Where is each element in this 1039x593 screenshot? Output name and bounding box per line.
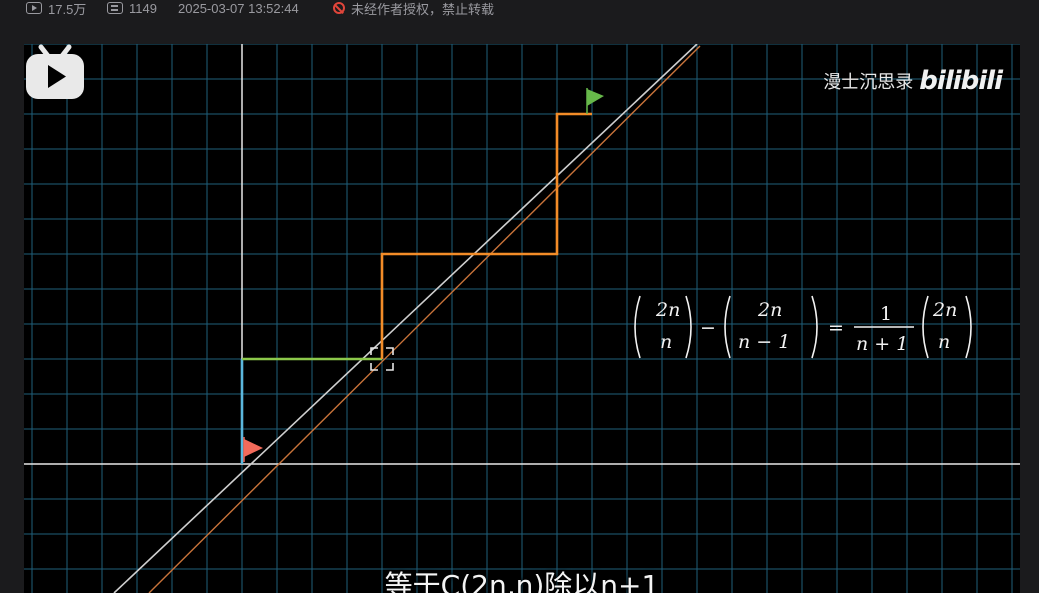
term2-bottom: n − 1 <box>738 331 790 353</box>
video-player[interactable]: 漫士沉思录 bilibili 2n n − 2n n − 1 = 1 n + 1… <box>24 44 1020 593</box>
fraction-denominator: n + 1 <box>856 333 908 355</box>
formula-equals: = <box>828 317 844 339</box>
danmaku-icon <box>107 2 123 14</box>
play-count-icon <box>26 2 42 14</box>
reflection-point-marker <box>370 347 394 371</box>
lattice-path-animation <box>24 44 1020 593</box>
end-flag-icon <box>587 89 604 106</box>
channel-watermark: 漫士沉思录 bilibili <box>823 66 1003 96</box>
start-flag-icon <box>244 439 263 457</box>
formula-minus: − <box>700 317 716 339</box>
fraction-numerator: 1 <box>880 303 892 325</box>
bilibili-logo: bilibili <box>919 66 1003 96</box>
video-meta-bar: 17.5万 1149 2025-03-07 13:52:44 未经作者授权，禁止… <box>0 0 1039 18</box>
video-subtitle: 等于C(2n,n)除以n+1 <box>384 569 660 593</box>
copyright-notice: 未经作者授权，禁止转载 <box>333 0 495 17</box>
channel-name: 漫士沉思录 <box>823 72 914 93</box>
lattice-scene <box>24 44 1020 593</box>
danmaku-count: 1149 <box>107 0 157 16</box>
copyright-notice-text: 未经作者授权，禁止转载 <box>351 1 495 17</box>
term1-top: 2n <box>655 299 680 321</box>
diagonal-line-orange <box>148 45 701 593</box>
danmaku-count-text: 1149 <box>129 0 157 16</box>
term1-bottom: n <box>660 331 672 353</box>
term2-top: 2n <box>757 299 782 321</box>
bilibili-tv-icon <box>26 44 84 99</box>
term3-top: 2n <box>932 299 957 321</box>
publish-datetime-text: 2025-03-07 13:52:44 <box>178 0 299 16</box>
path-segment-orange <box>380 112 592 359</box>
view-count: 17.5万 <box>26 0 87 17</box>
publish-datetime: 2025-03-07 13:52:44 <box>178 0 299 16</box>
catalan-formula: 2n n − 2n n − 1 = 1 n + 1 2n n <box>630 292 990 362</box>
term3-bottom: n <box>938 331 950 353</box>
diagonal-line-white <box>113 44 698 593</box>
view-count-text: 17.5万 <box>48 1 87 17</box>
no-repost-icon <box>333 2 345 14</box>
